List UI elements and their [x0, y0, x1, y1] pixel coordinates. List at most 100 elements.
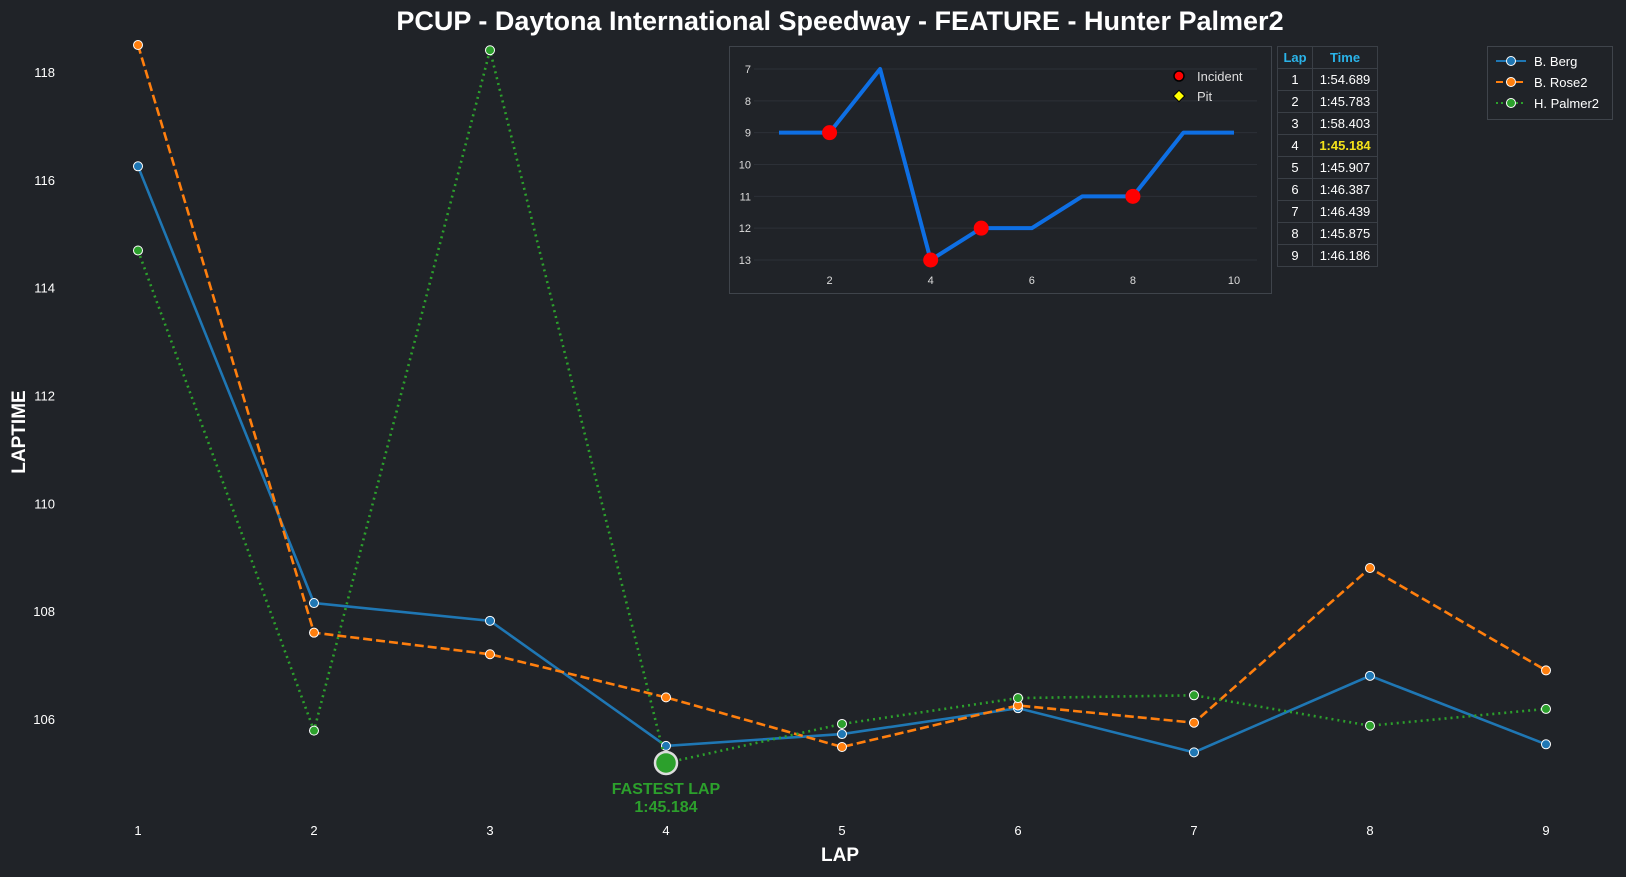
series-line-h-palmer2 — [136, 49, 1547, 765]
fastest-lap-annotation: FASTEST LAP 1:45.184 — [612, 750, 721, 816]
lap-time-cell: 1:54.689 — [1312, 68, 1378, 91]
inset-y-tick-label: 13 — [739, 255, 751, 267]
lap-number-cell: 3 — [1277, 112, 1313, 135]
inset-position-series — [779, 67, 1234, 268]
incident-marker — [822, 125, 838, 141]
inset-x-tick-label: 8 — [1130, 275, 1136, 287]
y-tick-label: 106 — [33, 712, 55, 727]
data-point — [837, 741, 847, 752]
legend-item-b-rose2: B. Rose2 — [1496, 72, 1587, 92]
legend-label-h-palmer2: H. Palmer2 — [1534, 95, 1600, 111]
data-point — [1541, 739, 1551, 750]
incident-legend-label: Incident — [1197, 69, 1243, 84]
inset-grid — [754, 68, 1257, 261]
lap-number-cell: 9 — [1277, 244, 1313, 267]
inset-x-tick-label: 2 — [826, 275, 832, 287]
pit-legend-icon — [1172, 89, 1186, 103]
table-row: 4 1:45.184 — [1277, 134, 1378, 157]
table-row: 5 1:45.907 — [1277, 156, 1378, 179]
lap-number-cell: 4 — [1277, 134, 1313, 157]
table-row: 1 1:54.689 — [1277, 68, 1378, 91]
data-point — [837, 729, 847, 740]
legend-label-b-rose2: B. Rose2 — [1534, 74, 1588, 90]
chart-title: PCUP - Daytona International Speedway - … — [396, 6, 1283, 36]
inset-y-tick-label: 11 — [740, 191, 751, 203]
inset-legend: Incident Pit — [1172, 69, 1243, 104]
lap-number-cell: 5 — [1277, 156, 1313, 179]
inset-y-tick-label: 12 — [739, 223, 751, 235]
table-row: 9 1:46.186 — [1277, 244, 1378, 267]
y-tick-label: 108 — [33, 604, 55, 619]
chart-legend: B. Berg B. Rose2 H. Palmer2 — [1487, 46, 1613, 120]
y-tick-label: 116 — [34, 173, 55, 188]
inset-axis-ticks: 7 8 9 10 11 12 13 2 4 6 8 10 — [739, 64, 1240, 287]
x-tick-label: 5 — [838, 823, 845, 838]
legend-label-b-berg: B. Berg — [1534, 53, 1578, 69]
x-tick-label: 7 — [1190, 823, 1197, 838]
legend-swatch-h-palmer2 — [1496, 98, 1526, 108]
data-point — [837, 718, 847, 729]
lap-number-cell: 2 — [1277, 90, 1313, 113]
time-column-header: Time — [1312, 46, 1378, 69]
table-row: 6 1:46.387 — [1277, 178, 1378, 201]
data-point — [133, 40, 143, 50]
data-point — [485, 45, 495, 56]
y-tick-label: 112 — [34, 388, 55, 403]
lap-time-cell: 1:45.907 — [1312, 156, 1378, 179]
data-point — [1541, 703, 1551, 714]
fastest-lap-time-cell: 1:45.184 — [1312, 134, 1378, 157]
data-point — [1365, 720, 1375, 731]
y-tick-label: 118 — [34, 65, 55, 80]
x-tick-label: 4 — [662, 823, 669, 838]
incident-marker — [923, 252, 939, 268]
inset-y-tick-label: 10 — [739, 160, 751, 172]
legend-swatch-b-rose2 — [1496, 77, 1526, 87]
data-point — [309, 598, 319, 609]
data-point — [661, 740, 671, 751]
x-tick-label: 2 — [310, 823, 317, 838]
legend-swatch-b-berg — [1496, 56, 1526, 66]
incident-legend-icon — [1173, 70, 1185, 82]
lap-time-cell: 1:46.186 — [1312, 244, 1378, 267]
x-tick-label: 6 — [1014, 823, 1021, 838]
lap-column-header: Lap — [1277, 46, 1313, 69]
main-series-group — [133, 40, 1551, 768]
lap-number-cell: 7 — [1277, 200, 1313, 223]
inset-y-tick-label: 9 — [745, 128, 751, 140]
fastest-lap-label: FASTEST LAP — [612, 781, 721, 798]
data-point — [485, 649, 495, 660]
data-point — [133, 161, 143, 172]
data-point — [1365, 562, 1375, 573]
data-point — [309, 725, 319, 736]
data-point — [309, 627, 319, 638]
incident-marker — [973, 220, 989, 236]
x-tick-label: 9 — [1542, 823, 1549, 838]
fastest-lap-value: 1:45.184 — [634, 799, 697, 816]
data-point — [1189, 690, 1199, 701]
inset-y-tick-label: 7 — [745, 64, 751, 76]
y-tick-label: 114 — [34, 281, 55, 296]
data-point — [1013, 693, 1023, 704]
x-tick-label: 3 — [486, 823, 493, 838]
inset-x-tick-label: 6 — [1029, 275, 1035, 287]
incident-marker — [1125, 188, 1141, 204]
inset-background — [729, 46, 1272, 294]
lap-time-cell: 1:45.875 — [1312, 222, 1378, 245]
pit-legend-label: Pit — [1197, 89, 1213, 104]
lap-time-cell: 1:46.439 — [1312, 200, 1378, 223]
series-b-rose2 — [133, 40, 1551, 752]
x-axis-label: LAP — [821, 845, 859, 866]
x-tick-label: 1 — [134, 823, 141, 838]
lap-time-cell: 1:58.403 — [1312, 112, 1378, 135]
data-point — [1365, 670, 1375, 681]
lap-number-cell: 1 — [1277, 68, 1313, 91]
data-point — [661, 692, 671, 703]
fastest-lap-marker — [653, 750, 679, 776]
inset-x-tick-label: 10 — [1228, 275, 1240, 287]
lap-time-cell: 1:45.783 — [1312, 90, 1378, 113]
legend-item-h-palmer2: H. Palmer2 — [1496, 93, 1599, 113]
position-inset-chart: 7 8 9 10 11 12 13 2 4 6 8 10 Incident Pit — [729, 46, 1272, 294]
